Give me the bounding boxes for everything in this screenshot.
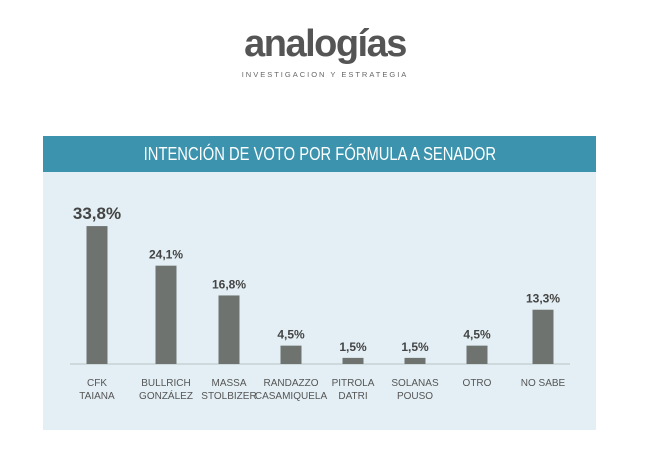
category-label: SOLANAS: [391, 378, 439, 389]
category-label: NO SABE: [521, 378, 566, 389]
category-label: OTRO: [463, 378, 492, 389]
category-label: RANDAZZO: [264, 378, 319, 389]
category-label: STOLBIZER: [201, 391, 256, 402]
category-label: PITROLA: [332, 378, 375, 389]
bar: [155, 265, 177, 364]
bar: [466, 345, 488, 364]
chart-panel: [43, 172, 596, 430]
data-label: 4,5%: [277, 328, 305, 342]
data-label: 1,5%: [339, 340, 367, 354]
category-label: CASAMIQUELA: [255, 391, 328, 402]
category-label: DATRI: [338, 391, 367, 402]
logo-wordmark: analogías: [244, 23, 407, 65]
category-label: TAIANA: [79, 391, 115, 402]
data-label: 16,8%: [212, 277, 246, 291]
category-label: CFK: [87, 378, 107, 389]
bar: [280, 345, 302, 364]
chart-title: INTENCIÓN DE VOTO POR FÓRMULA A SENADOR: [143, 144, 496, 164]
bar: [532, 309, 554, 364]
data-label: 33,8%: [73, 204, 121, 223]
bar: [404, 357, 426, 364]
category-label: GONZÁLEZ: [139, 389, 193, 402]
logo: analogías INVESTIGACION Y ESTRATEGIA: [0, 22, 650, 79]
data-label: 13,3%: [526, 292, 560, 306]
bar: [86, 226, 108, 364]
bar: [342, 357, 364, 364]
data-label: 24,1%: [149, 248, 183, 262]
data-label: 4,5%: [463, 328, 491, 342]
chart-title-bar: INTENCIÓN DE VOTO POR FÓRMULA A SENADOR: [43, 136, 596, 172]
category-label: POUSO: [397, 391, 433, 402]
category-label: BULLRICH: [141, 378, 190, 389]
data-label: 1,5%: [401, 340, 429, 354]
category-label: MASSA: [211, 378, 246, 389]
logo-tagline: INVESTIGACION Y ESTRATEGIA: [241, 70, 409, 79]
bar: [218, 295, 240, 364]
